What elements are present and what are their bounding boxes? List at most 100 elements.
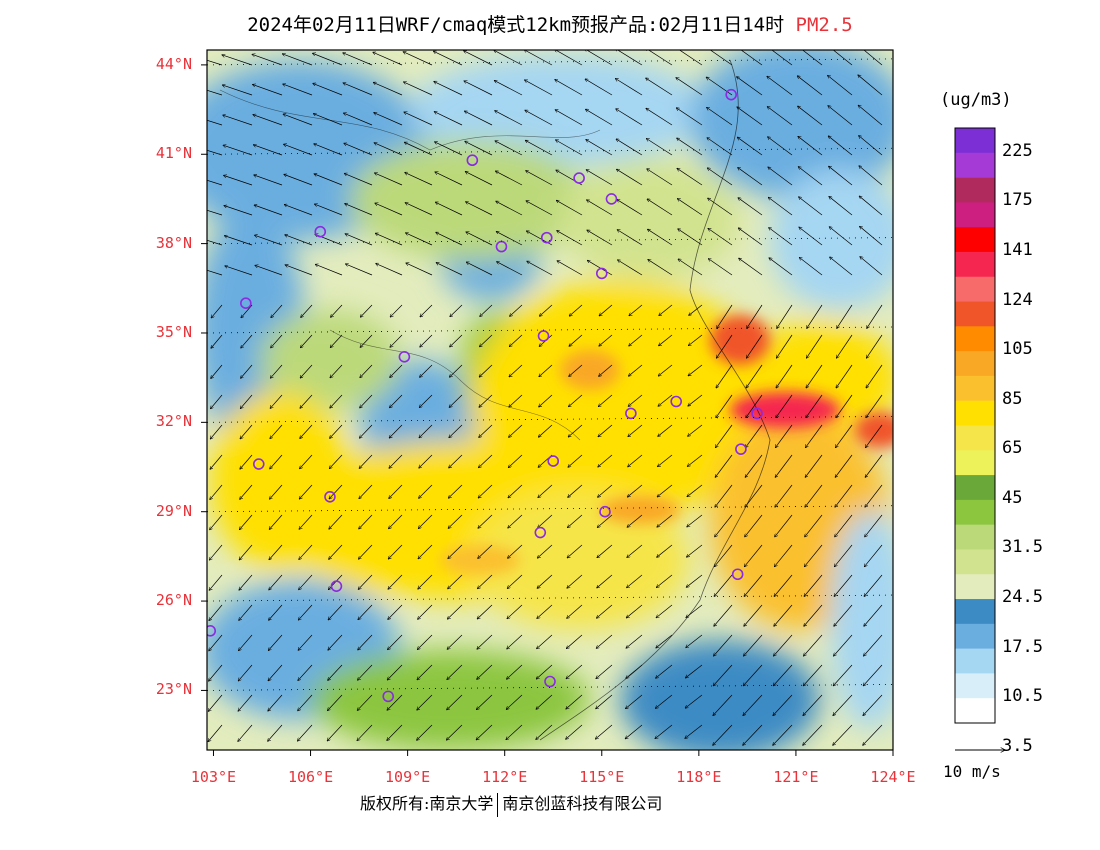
wind-vector <box>405 203 433 216</box>
wind-vector <box>494 50 523 66</box>
wind-vector <box>313 114 343 126</box>
wind-vector <box>314 204 343 216</box>
wind-vector <box>527 261 553 276</box>
wind-vector <box>299 484 313 499</box>
wind-vector <box>436 232 463 246</box>
wind-vector <box>745 424 763 448</box>
wind-vector <box>417 664 433 680</box>
legend-swatch <box>955 326 995 352</box>
company-text: 南京创蓝科技有限公司 <box>502 794 663 813</box>
wind-vector <box>685 724 703 738</box>
wind-vector <box>239 544 253 560</box>
wind-vector <box>238 724 253 741</box>
wind-vector <box>448 544 463 559</box>
legend-unit: (ug/m3) <box>940 90 1012 110</box>
wind-vector <box>509 364 523 377</box>
wind-vector <box>677 138 703 156</box>
wind-vector <box>525 140 553 156</box>
wind-vector <box>301 304 313 318</box>
wind-vector <box>716 394 733 418</box>
wind-vector <box>300 364 313 378</box>
wind-vector <box>343 113 373 126</box>
wind-vector <box>618 260 643 276</box>
wind-vector <box>556 140 583 156</box>
wind-vector <box>298 664 313 681</box>
wind-vector <box>464 111 493 126</box>
wind-vector <box>746 334 763 358</box>
wind-vector <box>207 209 223 216</box>
wind-vector <box>716 334 733 358</box>
wind-vector <box>555 110 583 126</box>
wind-vector <box>738 228 763 246</box>
wind-vector <box>328 574 343 590</box>
wind-vector <box>466 202 493 216</box>
wind-vector <box>435 142 463 156</box>
wind-vector <box>329 514 343 529</box>
wind-vector <box>866 334 883 358</box>
wind-vector <box>419 394 433 408</box>
wind-vector <box>420 334 433 347</box>
wind-vector <box>628 424 643 437</box>
wind-vector <box>448 514 463 528</box>
wind-vector <box>706 50 733 66</box>
wind-vector <box>599 304 613 316</box>
lat-label: 26°N <box>155 591 192 610</box>
wind-vector <box>806 394 823 418</box>
wind-vector <box>358 574 373 589</box>
wind-vector <box>833 634 853 656</box>
wind-vector <box>537 544 553 558</box>
wind-vector <box>447 604 463 619</box>
wind-vector <box>477 604 493 619</box>
wind-vector <box>714 544 733 567</box>
wind-vector <box>739 258 763 276</box>
wind-vector <box>747 304 763 328</box>
wind-vector <box>599 334 613 346</box>
wind-vector <box>746 364 763 388</box>
wind-vector <box>658 424 673 436</box>
wind-vector <box>495 111 523 126</box>
wind-vector <box>799 227 823 246</box>
wind-vector <box>478 454 493 468</box>
wind-vector <box>715 454 733 477</box>
wind-vector <box>388 514 403 529</box>
wind-vector <box>270 454 283 469</box>
legend-swatch <box>955 475 995 501</box>
wind-vector <box>799 197 823 216</box>
wind-vector <box>773 664 793 686</box>
wind-vector <box>387 694 403 710</box>
wind-vector <box>858 75 883 96</box>
wind-vector <box>625 724 643 739</box>
wind-vector <box>389 484 403 499</box>
wind-vector <box>477 634 493 649</box>
wind-vector <box>688 424 703 436</box>
wind-vector <box>738 198 763 216</box>
wind-vector <box>254 235 283 246</box>
wind-vector <box>807 304 823 328</box>
wind-vector <box>497 262 523 276</box>
wind-vector <box>211 304 223 318</box>
wind-vector <box>557 261 583 276</box>
legend-swatch <box>955 152 995 178</box>
wind-vector <box>628 394 643 406</box>
wind-vector <box>688 334 703 346</box>
wind-vector <box>508 514 523 528</box>
wind-vector <box>835 484 853 507</box>
wind-vector <box>646 78 673 96</box>
lon-label: 124°E <box>870 768 916 786</box>
wind-vector <box>597 544 613 558</box>
wind-vector <box>676 108 703 126</box>
wind-vector <box>509 424 523 437</box>
wind-vector <box>586 170 613 186</box>
wind-vector <box>269 484 283 499</box>
wind-vector <box>210 454 223 469</box>
wind-vector <box>743 724 763 745</box>
wind-vector <box>647 229 673 246</box>
wind-vector <box>312 53 343 66</box>
wind-vector <box>269 514 283 529</box>
wind-vector <box>418 544 433 559</box>
wind-vector <box>253 145 283 156</box>
wind-vector <box>768 137 793 156</box>
wind-vector <box>224 205 253 216</box>
wind-vector <box>464 51 493 66</box>
wind-vector <box>596 694 613 709</box>
